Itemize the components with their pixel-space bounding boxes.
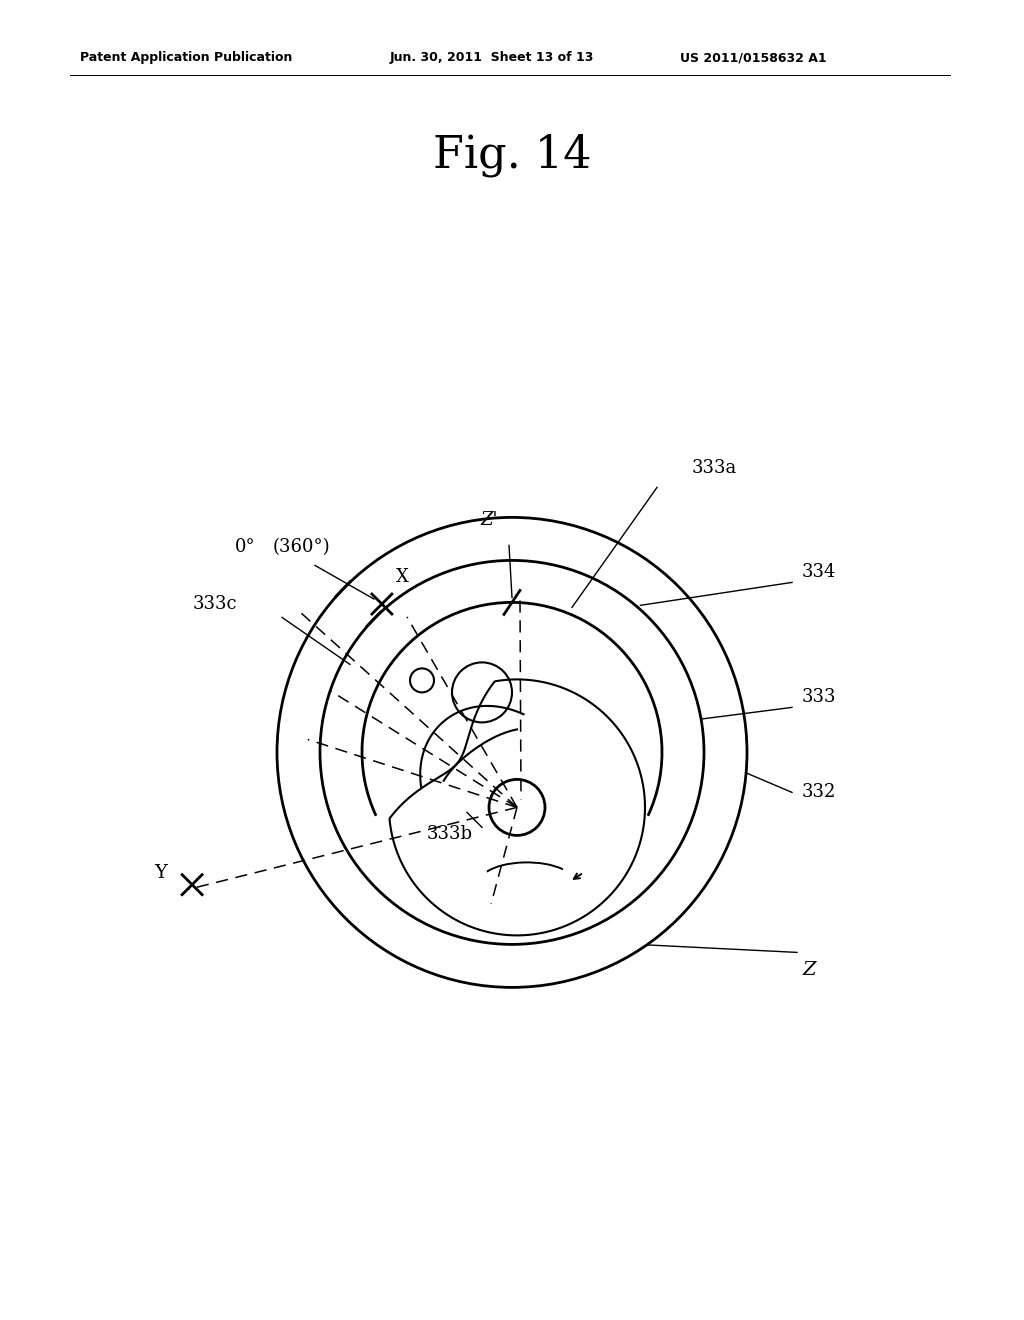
Text: Patent Application Publication: Patent Application Publication <box>80 51 293 65</box>
Text: 333b: 333b <box>427 825 473 843</box>
Text: 334: 334 <box>802 564 837 581</box>
Text: Z: Z <box>802 961 815 979</box>
Text: US 2011/0158632 A1: US 2011/0158632 A1 <box>680 51 826 65</box>
Text: Jun. 30, 2011  Sheet 13 of 13: Jun. 30, 2011 Sheet 13 of 13 <box>390 51 594 65</box>
Text: 333c: 333c <box>193 595 237 614</box>
Text: (360°): (360°) <box>273 539 331 557</box>
Text: 333: 333 <box>802 689 837 706</box>
Text: X: X <box>396 568 409 586</box>
Text: Fig. 14: Fig. 14 <box>433 133 591 177</box>
Text: Y: Y <box>155 863 167 882</box>
Text: Z': Z' <box>480 511 498 529</box>
Text: 0°: 0° <box>234 539 256 557</box>
Text: 333a: 333a <box>692 459 737 478</box>
Text: 332: 332 <box>802 783 837 801</box>
